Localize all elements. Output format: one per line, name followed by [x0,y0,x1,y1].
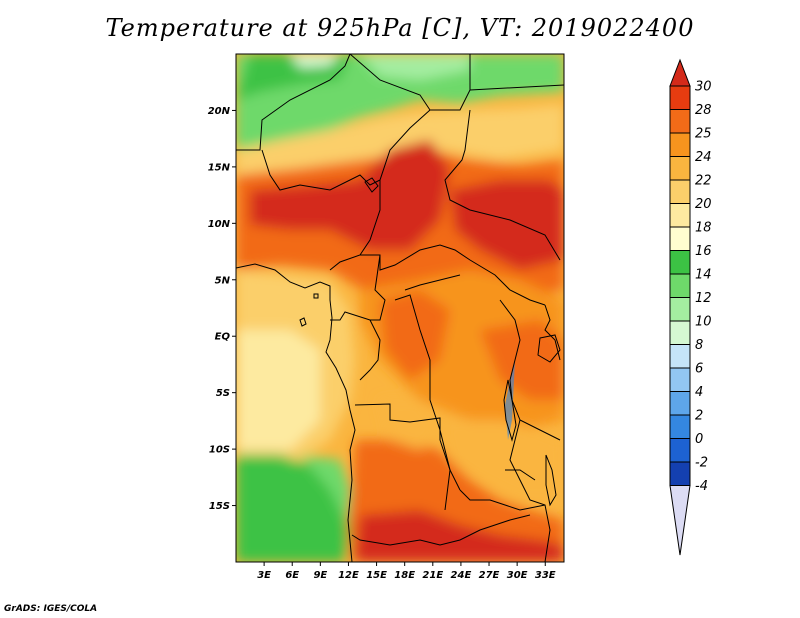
lon-tick-label: 21E [422,570,443,581]
colorbar-label: 18 [695,221,712,236]
lat-tick-label: 5S [216,388,230,399]
lon-tick-label: 30E [507,570,528,581]
colorbar-label: 24 [695,150,712,165]
colorbar-swatch [669,273,691,298]
colorbar-label: -4 [695,479,708,494]
colorbar-swatch [669,132,691,157]
colorbar-label: 2 [695,409,703,424]
lon-tick-label: 12E [338,570,359,581]
colorbar-label: 8 [695,338,703,353]
colorbar-swatch [669,179,691,204]
colorbar-label: 28 [695,103,712,118]
colorbar-swatch [669,203,691,228]
colorbar-swatch [669,250,691,275]
lat-tick-label: 10N [208,219,231,230]
lon-tick-label: 24E [451,570,472,581]
lon-tick-label: 15E [366,570,387,581]
colorbar-swatch [669,414,691,439]
lon-tick-label: 33E [535,570,556,581]
colorbar-swatch [669,344,691,369]
lon-tick-label: 27E [479,570,500,581]
lat-tick-label: EQ [215,332,231,343]
lon-tick-label: 18E [394,570,415,581]
colorbar-label: 0 [695,432,703,447]
map-title: Temperature at 925hPa [C], VT: 201902240… [105,14,695,42]
lat-tick-label: 20N [208,106,231,117]
colorbar-swatch [669,391,691,416]
colorbar-swatch [669,367,691,392]
lat-tick-label: 5N [215,275,231,286]
colorbar-swatch [669,297,691,322]
colorbar-swatch [669,156,691,181]
colorbar-bottom-arrow [669,485,691,556]
colorbar-swatch [669,85,691,110]
colorbar-swatch [669,226,691,251]
colorbar-label: 20 [695,197,712,212]
colorbar-label: 4 [695,385,703,400]
colorbar-label: -2 [695,456,708,471]
colorbar-top-arrow [669,58,691,87]
colorbar-label: 6 [695,362,703,377]
colorbar-swatch [669,461,691,486]
latitude-axis: 20N 15N 10N 5N EQ 5S 10S 15S [208,106,236,512]
colorbar-swatch [669,320,691,345]
temperature-field [236,54,564,562]
colorbar-label: 14 [695,268,712,283]
grads-credit: GrADS: IGES/COLA [4,604,98,614]
lon-tick-label: 3E [257,570,271,581]
colorbar-label: 12 [695,291,712,306]
colorbar-swatch [669,109,691,134]
colorbar-label: 30 [695,80,712,95]
coastlines-borders [235,53,565,563]
lat-tick-label: 15N [208,162,231,173]
longitude-axis: 3E 6E 9E 12E 15E 18E 21E 24E 27E 30E 33E [257,562,556,581]
lon-tick-label: 9E [313,570,327,581]
lat-tick-label: 10S [209,445,230,456]
colorbar-label: 10 [695,315,712,330]
colorbar-label: 16 [695,244,712,259]
lat-tick-label: 15S [209,501,230,512]
lon-tick-label: 6E [285,570,299,581]
colorbar-swatch [669,438,691,463]
colorbar-label: 22 [695,174,712,189]
map-frame [235,53,565,563]
colorbar-label: 25 [695,127,712,142]
